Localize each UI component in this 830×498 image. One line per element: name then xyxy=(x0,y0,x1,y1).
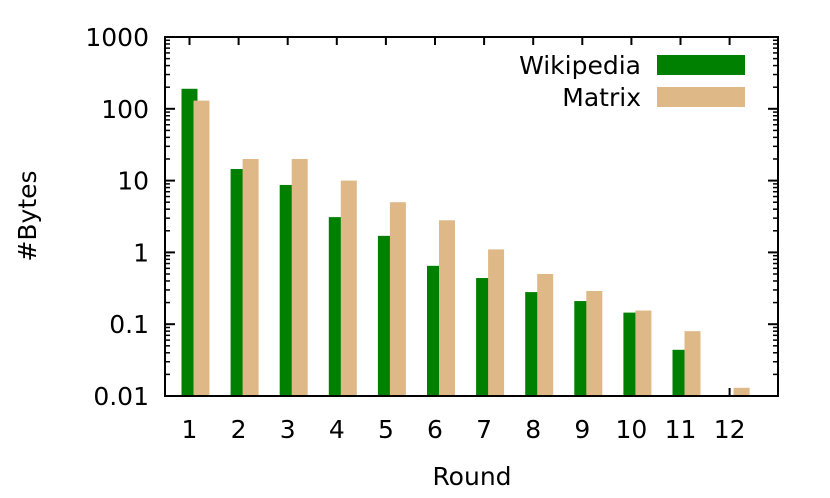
y-tick-label: 1000 xyxy=(85,23,149,52)
bar-matrix xyxy=(389,202,406,396)
bar-matrix xyxy=(635,310,652,396)
y-tick-label: 100 xyxy=(101,95,149,124)
bar-matrix xyxy=(537,274,554,396)
x-tick-label: 10 xyxy=(615,415,647,444)
y-axis-title: #Bytes xyxy=(13,170,42,261)
bar-matrix xyxy=(291,158,308,396)
legend-label-wikipedia: Wikipedia xyxy=(519,51,641,80)
x-tick-label: 7 xyxy=(476,415,492,444)
y-tick-label: 0.1 xyxy=(109,310,149,339)
y-tick-label: 0.01 xyxy=(93,382,149,411)
legend-swatch-wikipedia xyxy=(657,55,745,75)
legend-label-matrix: Matrix xyxy=(562,83,641,112)
x-tick-label: 11 xyxy=(665,415,697,444)
bar-matrix xyxy=(733,387,750,396)
bar-matrix xyxy=(684,331,701,396)
bar-matrix xyxy=(439,220,455,396)
legend-swatch-matrix xyxy=(657,87,745,107)
legend: Wikipedia Matrix xyxy=(519,51,745,112)
x-axis-title: Round xyxy=(432,462,511,491)
bar-matrix xyxy=(193,100,210,396)
x-tick-label: 6 xyxy=(427,415,443,444)
x-tick-label: 5 xyxy=(378,415,394,444)
bar-matrix xyxy=(586,290,603,396)
bar-matrix xyxy=(242,158,259,396)
x-tick-label: 8 xyxy=(525,415,541,444)
x-tick-label: 9 xyxy=(574,415,590,444)
y-tick-label: 1 xyxy=(133,238,149,267)
x-tick-label: 2 xyxy=(231,415,247,444)
bar-matrix xyxy=(340,180,357,396)
x-tick-label: 1 xyxy=(182,415,198,444)
x-tick-label: 12 xyxy=(714,415,746,444)
y-tick-labels: 0.01 0.1 1 10 100 1000 xyxy=(85,23,149,411)
x-tick-label: 3 xyxy=(280,415,296,444)
bars-group xyxy=(181,88,750,396)
plot-frame xyxy=(164,36,779,397)
x-tick-label: 4 xyxy=(329,415,345,444)
bar-matrix xyxy=(488,249,505,396)
y-tick-label: 10 xyxy=(117,167,149,196)
x-tick-labels: 1 2 3 4 5 6 7 8 9 10 11 12 xyxy=(182,415,746,444)
